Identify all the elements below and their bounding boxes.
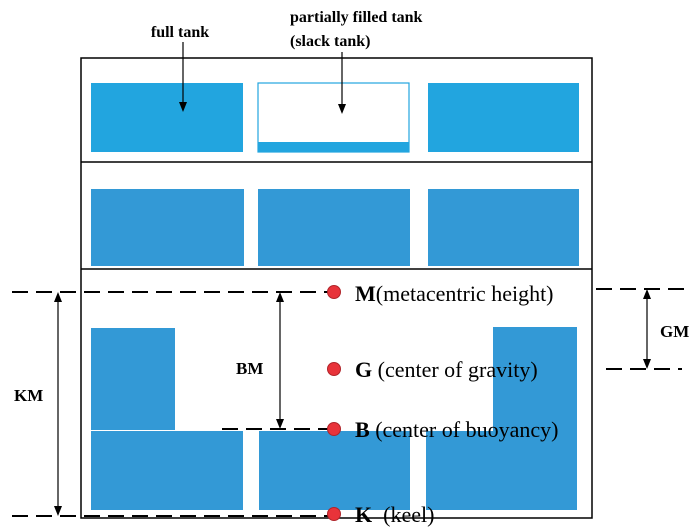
full-tank-label: full tank: [151, 24, 209, 41]
gravity-point: [327, 362, 341, 376]
tank-bottom-right: [426, 431, 577, 510]
metacenter-label: M(metacentric height): [355, 281, 554, 306]
gm-arrowhead-up: [643, 289, 651, 299]
buoyancy-point: [327, 422, 341, 436]
metacenter-letter: M: [355, 281, 376, 306]
full-tank-arrowhead: [179, 102, 187, 112]
gravity-desc: (center of gravity): [372, 357, 538, 382]
keel-point: [327, 507, 341, 521]
tank-bottom-center: [259, 431, 410, 510]
slack-tank-outline: [257, 82, 410, 153]
bm-arrowhead-up: [276, 292, 284, 302]
buoyancy-label: B (center of buoyancy): [355, 417, 558, 442]
bm-arrowhead-down: [276, 419, 284, 429]
slack-tank-liquid: [258, 142, 409, 152]
metacenter-desc: (metacentric height): [376, 281, 554, 306]
tank-bottom-right-tall: [493, 327, 577, 431]
keel-letter: K: [355, 502, 372, 527]
tank-bottom-left-tall: [91, 328, 175, 430]
keel-label: K (keel): [355, 502, 434, 527]
metacenter-point: [327, 285, 341, 299]
buoyancy-letter: B: [355, 417, 370, 442]
slack-tank-label-line2: (slack tank): [290, 33, 370, 50]
tank-bottom-left: [91, 431, 243, 510]
buoyancy-desc: (center of buoyancy): [370, 417, 559, 442]
gm-arrowhead-down: [643, 359, 651, 369]
bm-label: BM: [236, 359, 263, 378]
tank-mid-center: [258, 189, 410, 266]
slack-tank-arrowhead: [338, 104, 346, 114]
slack-tank-label-line1: partially filled tank: [290, 9, 423, 26]
km-label: KM: [14, 386, 43, 405]
tank-mid-right: [428, 189, 579, 266]
full-tank-top-right: [428, 83, 579, 152]
gm-label: GM: [660, 322, 689, 341]
km-arrowhead-up: [54, 292, 62, 302]
keel-desc: (keel): [372, 502, 434, 527]
gravity-letter: G: [355, 357, 372, 382]
gravity-label: G (center of gravity): [355, 357, 538, 382]
km-arrowhead-down: [54, 506, 62, 516]
full-tank-top-left: [91, 83, 243, 152]
tank-mid-left: [91, 189, 244, 266]
